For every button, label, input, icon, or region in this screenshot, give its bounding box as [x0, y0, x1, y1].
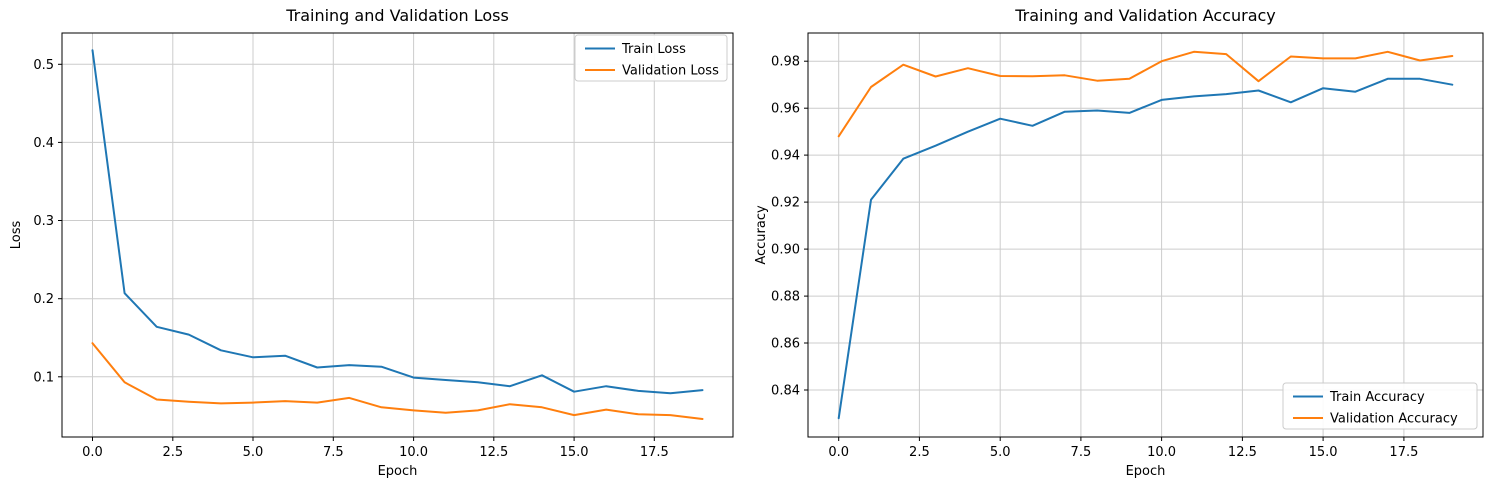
- x-tick-label: 0.0: [82, 445, 103, 460]
- loss-plot-svg: 0.0 2.5 5.0 7.5 10.0 12.5 15.0 17.5 0.1 0.2 0.3 0.4…: [9, 6, 734, 479]
- x-tick-label: 7.5: [1071, 445, 1092, 460]
- x-tick-label: 17.5: [1389, 445, 1418, 460]
- grid-lines: [808, 33, 1483, 437]
- x-tick-label: 15.0: [1309, 445, 1338, 460]
- x-tick-label: 15.0: [560, 445, 589, 460]
- axis-ticks: 0.0 2.5 5.0 7.5 10.0 12.5 15.0 17.5 0.1 0.2 0.3 0.4…: [33, 58, 668, 460]
- y-tick-label: 0.1: [33, 370, 54, 385]
- x-tick-label: 12.5: [1228, 445, 1257, 460]
- x-tick-label: 10.0: [1147, 445, 1176, 460]
- x-tick-label: 2.5: [162, 445, 183, 460]
- y-tick-label: 0.5: [33, 58, 54, 73]
- y-tick-label: 0.86: [771, 337, 800, 352]
- y-tick-label: 0.90: [771, 243, 800, 258]
- x-axis-label: Epoch: [378, 464, 418, 479]
- chart-title: Training and Validation Loss: [285, 6, 509, 25]
- legend-label-train-loss: Train Loss: [621, 42, 686, 57]
- y-tick-label: 0.3: [33, 214, 54, 229]
- y-tick-label: 0.84: [771, 384, 800, 399]
- grid-lines: [62, 33, 733, 437]
- legend: Train Accuracy Validation Accuracy: [1282, 382, 1478, 430]
- series-line-validation-loss: [91, 342, 704, 420]
- y-tick-label: 0.88: [771, 290, 800, 305]
- x-tick-label: 10.0: [399, 445, 428, 460]
- y-tick-label: 0.2: [33, 292, 54, 307]
- accuracy-chart: 0.0 2.5 5.0 7.5 10.0 12.5 15.0 17.5 0.84 0.86 0.88…: [745, 0, 1489, 490]
- accuracy-plot-svg: 0.0 2.5 5.0 7.5 10.0 12.5 15.0 17.5 0.84 0.86 0.88…: [754, 6, 1484, 479]
- legend-label-validation-accuracy: Validation Accuracy: [1330, 412, 1458, 427]
- x-tick-label: 0.0: [828, 445, 849, 460]
- loss-chart: 0.0 2.5 5.0 7.5 10.0 12.5 15.0 17.5 0.1 0.2 0.3 0.4…: [9, 6, 734, 479]
- x-tick-label: 12.5: [479, 445, 508, 460]
- legend-label-train-accuracy: Train Accuracy: [1329, 390, 1425, 405]
- x-axis-label: Epoch: [1126, 464, 1166, 479]
- y-tick-label: 0.4: [33, 136, 54, 151]
- y-tick-label: 0.94: [771, 149, 800, 164]
- series-line-validation-accuracy: [837, 50, 1454, 138]
- legend-box: [1282, 382, 1478, 430]
- x-tick-label: 5.0: [243, 445, 264, 460]
- y-tick-label: 0.98: [771, 55, 800, 70]
- axis-ticks: 0.0 2.5 5.0 7.5 10.0 12.5 15.0 17.5 0.84 0.86 0.88…: [771, 55, 1418, 460]
- y-axis-label: Loss: [9, 221, 24, 250]
- x-tick-label: 2.5: [909, 445, 930, 460]
- legend: Train Loss Validation Loss: [574, 34, 728, 82]
- axes-frame: [61, 32, 734, 438]
- y-tick-label: 0.96: [771, 102, 800, 117]
- chart-title: Training and Validation Accuracy: [1014, 6, 1276, 25]
- legend-label-validation-loss: Validation Loss: [622, 64, 719, 79]
- series-line-train-loss: [91, 49, 704, 395]
- axes-frame: [807, 32, 1484, 438]
- y-tick-label: 0.92: [771, 196, 800, 211]
- series-line-train-accuracy: [837, 77, 1454, 420]
- x-tick-label: 17.5: [640, 445, 669, 460]
- y-axis-label: Accuracy: [754, 205, 769, 265]
- x-tick-label: 5.0: [990, 445, 1011, 460]
- x-tick-label: 7.5: [323, 445, 344, 460]
